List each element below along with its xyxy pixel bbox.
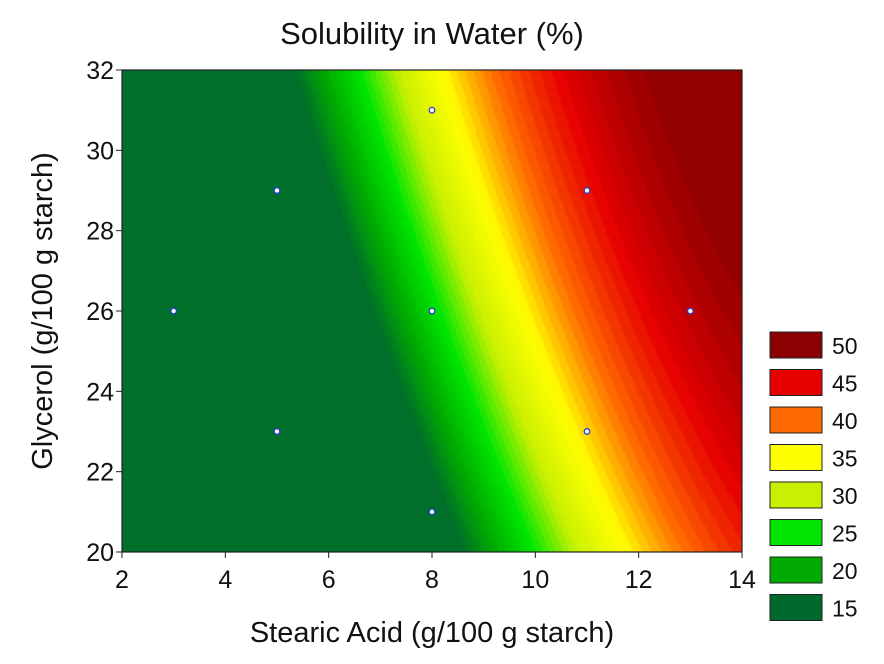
legend-label: 30 [832, 483, 858, 509]
x-tick-label: 8 [425, 566, 439, 594]
design-point [428, 106, 436, 114]
legend-swatch [769, 519, 823, 546]
x-tick-label: 2 [115, 566, 129, 594]
design-point [428, 307, 436, 315]
x-tick-label: 6 [322, 566, 336, 594]
legend-swatch [769, 369, 823, 396]
design-point [686, 307, 694, 315]
y-tick-label: 22 [86, 459, 114, 487]
legend-swatch [769, 444, 823, 471]
y-tick-label: 32 [86, 57, 114, 85]
x-tick-label: 12 [625, 566, 653, 594]
legend-swatch [769, 331, 823, 359]
x-axis-label: Stearic Acid (g/100 g starch) [250, 617, 614, 649]
design-point [273, 187, 281, 194]
legend-label: 20 [832, 558, 858, 584]
design-point [170, 307, 178, 315]
y-tick-label: 26 [86, 298, 114, 326]
design-point [273, 428, 281, 435]
x-axis-ticks: 2 4 6 8 10 12 14 [115, 552, 756, 594]
chart-title: Solubility in Water (%) [280, 16, 584, 51]
legend-label: 25 [832, 521, 858, 547]
design-point [583, 428, 591, 435]
y-tick-label: 20 [86, 539, 114, 567]
y-tick-label: 28 [86, 218, 114, 246]
legend-label: 40 [832, 408, 858, 434]
x-tick-label: 10 [521, 566, 549, 594]
legend-label: 15 [832, 596, 858, 622]
y-axis-label: Glycerol (g/100 g starch) [27, 152, 59, 470]
plot-area [121, 69, 743, 553]
y-tick-label: 30 [86, 137, 114, 165]
legend-label: 45 [832, 371, 858, 397]
legend-swatch [769, 481, 823, 509]
y-tick-label: 24 [86, 378, 114, 406]
y-axis-ticks: 20 22 24 26 28 30 32 [86, 57, 122, 567]
legend-swatch [769, 556, 823, 584]
x-tick-label: 14 [728, 566, 756, 594]
legend: 50 45 40 35 30 25 20 15 [769, 331, 858, 622]
design-point [428, 508, 436, 516]
legend-label: 35 [832, 446, 858, 472]
legend-swatch [769, 594, 823, 621]
design-points [170, 106, 694, 516]
design-point [583, 187, 591, 194]
x-tick-label: 4 [218, 566, 232, 594]
legend-swatch [769, 406, 823, 434]
legend-label: 50 [832, 333, 858, 359]
